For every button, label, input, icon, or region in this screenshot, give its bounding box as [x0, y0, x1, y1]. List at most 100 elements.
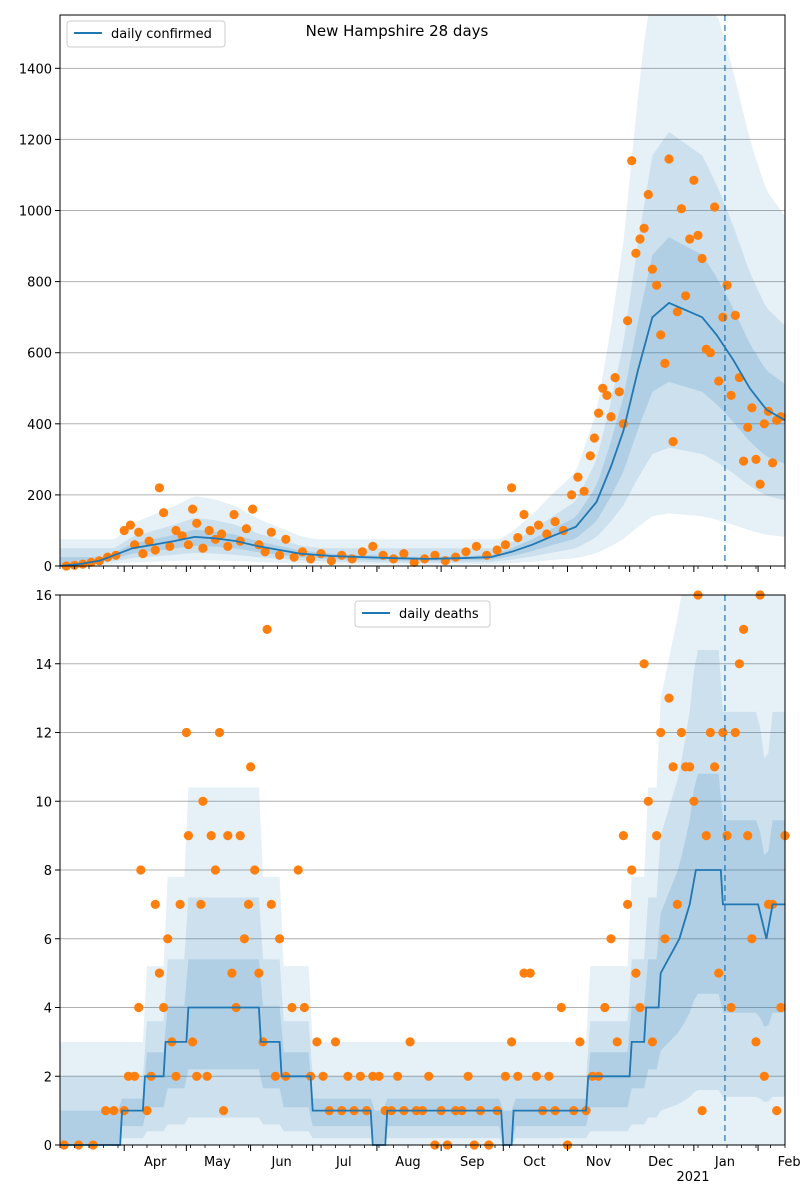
- scatter-point: [210, 865, 220, 875]
- scatter-point: [223, 831, 233, 841]
- confirmed-x-ticks: [59, 566, 786, 572]
- scatter-point: [722, 280, 732, 290]
- scatter-point: [343, 1071, 353, 1081]
- scatter-point: [610, 373, 620, 383]
- scatter-point: [101, 1106, 111, 1116]
- scatter-point: [266, 899, 276, 910]
- x-year-label: 2021: [676, 1170, 709, 1185]
- scatter-point: [163, 934, 173, 944]
- scatter-point: [747, 403, 757, 413]
- deaths-legend-label: daily deaths: [399, 607, 479, 622]
- y-tick-label: 14: [35, 658, 52, 673]
- y-tick-label: 1400: [19, 62, 52, 77]
- y-tick-label: 2: [44, 1070, 52, 1085]
- scatter-point: [171, 1071, 181, 1081]
- scatter-point: [492, 545, 502, 555]
- scatter-point: [664, 154, 674, 164]
- scatter-point: [579, 486, 589, 496]
- scatter-point: [627, 865, 637, 875]
- scatter-point: [718, 727, 728, 738]
- scatter-point: [275, 934, 285, 944]
- scatter-point: [275, 550, 285, 560]
- confirmed-legend: daily confirmed: [66, 20, 226, 48]
- scatter-point: [287, 1002, 297, 1013]
- scatter-point: [681, 291, 691, 301]
- scatter-point: [747, 934, 757, 944]
- scatter-point: [635, 1002, 645, 1013]
- scatter-point: [531, 1071, 542, 1081]
- scatter-point: [705, 727, 716, 738]
- scatter-point: [144, 536, 154, 546]
- scatter-point: [318, 1071, 328, 1081]
- scatter-point: [235, 831, 245, 841]
- scatter-point: [357, 547, 367, 557]
- scatter-point: [631, 968, 641, 978]
- confirmed-grid: [60, 67, 785, 496]
- scatter-point: [119, 525, 129, 536]
- scatter-point: [142, 1106, 152, 1116]
- scatter-point: [685, 234, 695, 244]
- scatter-point: [125, 520, 135, 530]
- x-tick-label: Apr: [144, 1155, 167, 1170]
- scatter-point: [739, 624, 749, 635]
- scatter-point: [217, 529, 227, 539]
- scatter-point: [440, 556, 450, 566]
- scatter-point: [109, 1106, 119, 1116]
- scatter-point: [594, 408, 604, 418]
- scatter-point: [330, 1037, 341, 1047]
- scatter-point: [567, 490, 577, 500]
- scatter-point: [544, 1071, 554, 1081]
- scatter-point: [227, 968, 237, 978]
- scatter-point: [150, 899, 160, 910]
- x-tick-label: Oct: [523, 1155, 545, 1170]
- scatter-point: [136, 865, 146, 875]
- scatter-point: [513, 533, 523, 543]
- deaths-line: [60, 869, 785, 1146]
- scatter-point: [631, 248, 641, 258]
- scatter-point: [598, 383, 608, 393]
- y-tick-label: 400: [27, 418, 52, 433]
- scatter-point: [739, 456, 749, 466]
- scatter-point: [639, 659, 649, 669]
- scatter-point: [409, 557, 419, 568]
- scatter-point: [710, 762, 720, 772]
- scatter-point: [697, 253, 707, 264]
- scatter-point: [618, 831, 629, 841]
- scatter-point: [755, 479, 765, 489]
- y-tick-label: 0: [44, 560, 52, 575]
- scatter-point: [668, 437, 678, 447]
- scatter-point: [612, 1037, 622, 1047]
- scatter-point: [556, 1002, 566, 1013]
- scatter-point: [241, 524, 251, 534]
- confirmed-y-ticks: 0 200 400 600 800 1000 1200 1400: [19, 62, 60, 575]
- scatter-point: [672, 899, 682, 910]
- scatter-point: [759, 419, 769, 429]
- scatter-point: [405, 1037, 415, 1047]
- y-tick-label: 4: [44, 1002, 52, 1017]
- x-tick-label: Jan: [714, 1155, 735, 1170]
- scatter-point: [672, 307, 682, 317]
- scatter-point: [714, 376, 724, 386]
- scatter-point: [693, 230, 703, 240]
- confirmed-scatter: [61, 154, 786, 571]
- deaths-legend: daily deaths: [354, 600, 491, 628]
- scatter-point: [525, 525, 535, 536]
- y-tick-label: 16: [35, 589, 52, 604]
- scatter-point: [289, 552, 299, 562]
- scatter-point: [188, 504, 198, 514]
- x-tick-label: Sep: [460, 1155, 485, 1170]
- scatter-point: [602, 390, 612, 400]
- scatter-point: [368, 541, 378, 552]
- x-tick-label: Jun: [270, 1155, 291, 1170]
- scatter-point: [192, 1071, 202, 1081]
- scatter-point: [500, 540, 510, 550]
- scatter-point: [643, 189, 653, 200]
- scatter-point: [500, 1071, 510, 1081]
- scatter-point: [270, 1071, 280, 1081]
- scatter-point: [204, 525, 214, 536]
- scatter-point: [525, 968, 535, 978]
- scatter-point: [585, 451, 595, 461]
- scatter-point: [710, 202, 720, 212]
- scatter-point: [299, 1002, 309, 1013]
- scatter-point: [223, 541, 233, 552]
